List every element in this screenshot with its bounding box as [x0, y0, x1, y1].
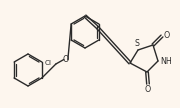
Text: O: O	[145, 86, 151, 94]
Text: S: S	[134, 40, 140, 48]
Text: O: O	[164, 30, 170, 40]
Text: O: O	[63, 55, 69, 64]
Text: Cl: Cl	[44, 60, 51, 66]
Text: NH: NH	[160, 57, 172, 67]
